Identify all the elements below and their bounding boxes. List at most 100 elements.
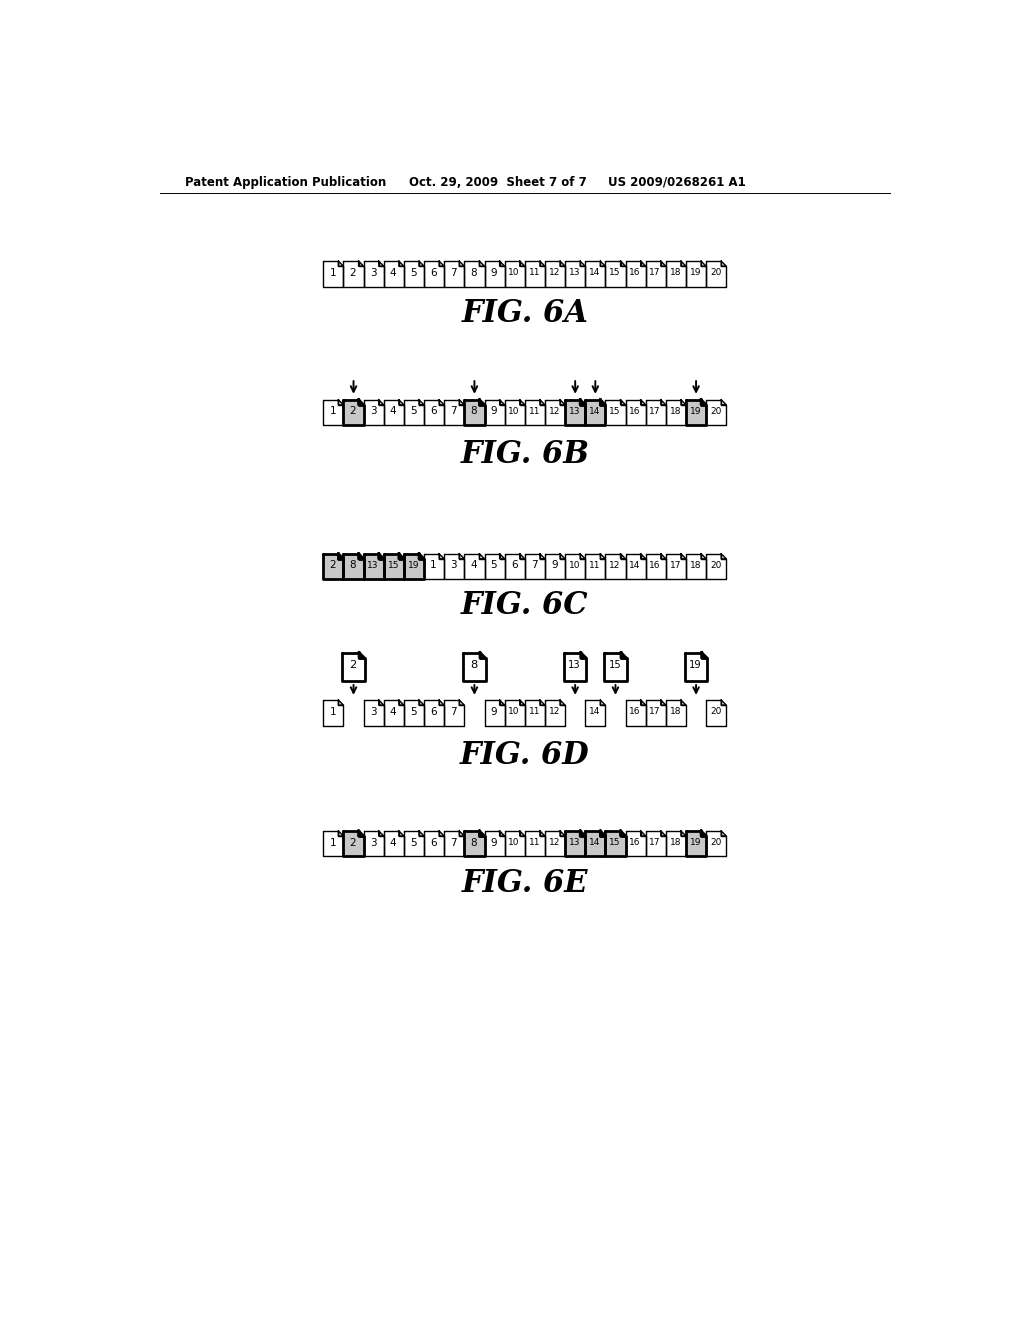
Polygon shape xyxy=(707,554,726,579)
Polygon shape xyxy=(560,261,565,267)
Polygon shape xyxy=(626,261,646,286)
Text: 17: 17 xyxy=(649,268,660,277)
Polygon shape xyxy=(439,261,444,267)
Polygon shape xyxy=(444,700,464,726)
Polygon shape xyxy=(479,554,484,558)
Text: 11: 11 xyxy=(528,268,540,277)
Polygon shape xyxy=(721,832,726,836)
Text: 12: 12 xyxy=(549,708,560,717)
Text: 17: 17 xyxy=(649,407,660,416)
Polygon shape xyxy=(379,832,384,836)
Polygon shape xyxy=(660,400,666,405)
Polygon shape xyxy=(540,700,545,705)
Polygon shape xyxy=(384,832,403,857)
Text: 2: 2 xyxy=(349,268,356,279)
Text: 15: 15 xyxy=(608,660,622,671)
Text: 19: 19 xyxy=(690,407,701,416)
Polygon shape xyxy=(560,832,565,836)
Text: 5: 5 xyxy=(410,407,417,417)
Text: 16: 16 xyxy=(649,561,660,570)
Polygon shape xyxy=(480,652,485,659)
Text: 9: 9 xyxy=(490,706,498,717)
Polygon shape xyxy=(343,261,364,286)
Polygon shape xyxy=(621,261,626,267)
Polygon shape xyxy=(686,400,707,425)
Polygon shape xyxy=(444,832,464,857)
Text: 5: 5 xyxy=(490,561,498,570)
Polygon shape xyxy=(685,652,708,681)
Text: 15: 15 xyxy=(609,838,621,847)
Text: 6: 6 xyxy=(511,561,517,570)
Polygon shape xyxy=(560,400,565,405)
Text: 15: 15 xyxy=(609,268,621,277)
Polygon shape xyxy=(660,832,666,836)
Text: 12: 12 xyxy=(549,268,560,277)
Polygon shape xyxy=(524,554,545,579)
Polygon shape xyxy=(424,700,444,726)
Polygon shape xyxy=(403,400,424,425)
Polygon shape xyxy=(424,400,444,425)
Polygon shape xyxy=(359,652,365,659)
Polygon shape xyxy=(545,261,565,286)
Polygon shape xyxy=(479,832,484,836)
Text: Oct. 29, 2009  Sheet 7 of 7: Oct. 29, 2009 Sheet 7 of 7 xyxy=(409,176,587,189)
Polygon shape xyxy=(666,700,686,726)
Polygon shape xyxy=(600,832,605,836)
Text: 4: 4 xyxy=(390,706,396,717)
Text: 6: 6 xyxy=(430,838,437,847)
Polygon shape xyxy=(586,400,605,425)
Text: 20: 20 xyxy=(710,268,721,277)
Polygon shape xyxy=(444,261,464,286)
Text: 9: 9 xyxy=(551,561,558,570)
Text: 11: 11 xyxy=(528,407,540,416)
Polygon shape xyxy=(560,554,565,558)
Polygon shape xyxy=(581,554,586,558)
Polygon shape xyxy=(681,261,686,267)
Polygon shape xyxy=(379,554,384,558)
Polygon shape xyxy=(379,700,384,705)
Text: 6: 6 xyxy=(430,706,437,717)
Polygon shape xyxy=(424,832,444,857)
Polygon shape xyxy=(484,400,505,425)
Text: 12: 12 xyxy=(609,561,621,570)
Polygon shape xyxy=(641,700,646,705)
Polygon shape xyxy=(464,400,484,425)
Text: 16: 16 xyxy=(630,838,641,847)
Text: 10: 10 xyxy=(508,708,520,717)
Text: 4: 4 xyxy=(390,268,396,279)
Text: 19: 19 xyxy=(690,838,701,847)
Polygon shape xyxy=(721,700,726,705)
Polygon shape xyxy=(586,700,605,726)
Polygon shape xyxy=(586,554,605,579)
Polygon shape xyxy=(403,700,424,726)
Polygon shape xyxy=(586,832,605,857)
Text: 17: 17 xyxy=(649,838,660,847)
Polygon shape xyxy=(565,400,586,425)
Text: 3: 3 xyxy=(370,706,377,717)
Polygon shape xyxy=(419,261,424,267)
Text: 7: 7 xyxy=(451,268,457,279)
Polygon shape xyxy=(419,832,424,836)
Polygon shape xyxy=(343,832,364,857)
Polygon shape xyxy=(524,832,545,857)
Polygon shape xyxy=(646,400,666,425)
Text: 15: 15 xyxy=(387,561,399,570)
Polygon shape xyxy=(666,554,686,579)
Text: 16: 16 xyxy=(630,268,641,277)
Polygon shape xyxy=(686,554,707,579)
Text: 2: 2 xyxy=(349,407,356,417)
Text: 18: 18 xyxy=(690,561,701,570)
Text: 13: 13 xyxy=(368,561,379,570)
Polygon shape xyxy=(439,832,444,836)
Polygon shape xyxy=(701,261,707,267)
Polygon shape xyxy=(520,700,524,705)
Text: 18: 18 xyxy=(670,708,681,717)
Polygon shape xyxy=(701,400,707,405)
Polygon shape xyxy=(399,400,403,405)
Polygon shape xyxy=(646,554,666,579)
Polygon shape xyxy=(364,261,384,286)
Polygon shape xyxy=(707,700,726,726)
Polygon shape xyxy=(600,554,605,558)
Polygon shape xyxy=(358,832,364,836)
Polygon shape xyxy=(384,261,403,286)
